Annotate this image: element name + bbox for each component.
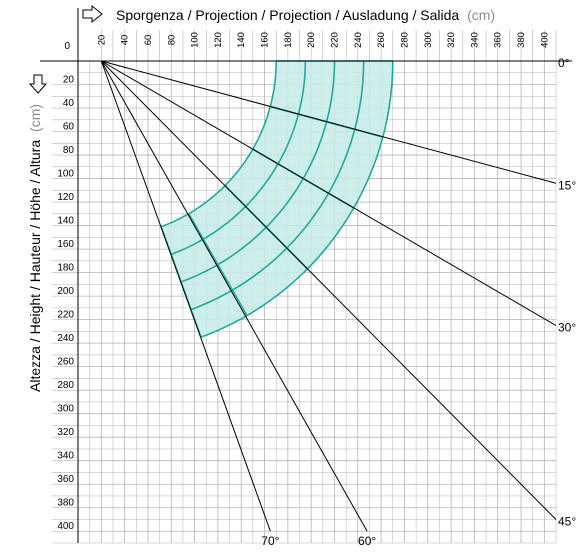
y-tick-label: 320 <box>57 427 74 438</box>
x-tick-label: 160 <box>260 32 271 48</box>
y-tick-label: 400 <box>57 521 74 532</box>
angle-line <box>101 60 557 184</box>
x-tick-label: 80 <box>166 35 177 46</box>
angle-label: 30° <box>558 321 576 335</box>
x-tick-label: 120 <box>213 32 224 48</box>
y-tick-label: 80 <box>63 145 75 156</box>
origin-label: 0 <box>64 41 70 52</box>
angle-line <box>100 60 557 520</box>
y-tick-label: 20 <box>63 75 75 86</box>
x-tick-label: 380 <box>516 32 527 48</box>
y-tick-label: 260 <box>57 357 74 368</box>
y-tick-label: 380 <box>57 498 74 509</box>
angle-line <box>101 60 557 326</box>
x-tick-label: 180 <box>283 32 294 48</box>
y-tick-label: 220 <box>57 310 74 321</box>
y-tick-label: 140 <box>57 216 74 227</box>
x-tick-label: 200 <box>306 32 317 48</box>
y-tick-label: 120 <box>57 192 74 203</box>
x-tick-label: 280 <box>399 32 410 48</box>
y-tick-label: 100 <box>57 169 74 180</box>
coverage-arc <box>180 60 336 283</box>
y-tick-label: 240 <box>57 333 74 344</box>
y-tick-label: 280 <box>57 380 74 391</box>
x-tick-label: 240 <box>353 32 364 48</box>
x-tick-label: 40 <box>120 35 131 46</box>
x-axis-title: Sporgenza / Projection / Projection / Au… <box>116 7 495 23</box>
y-tick-label: 60 <box>63 122 75 133</box>
x-axis-title-text: Sporgenza / Projection / Projection / Au… <box>116 7 459 23</box>
angle-line <box>100 60 368 532</box>
x-tick-label: 300 <box>423 32 434 48</box>
x-tick-labels: 20 40 60 80 100 120 140 160 180 200 220 240 260 280 30… <box>96 32 550 48</box>
y-tick-label: 200 <box>57 286 74 297</box>
x-tick-label: 320 <box>446 32 457 48</box>
y-tick-label: 40 <box>63 98 75 109</box>
angle-label: 15° <box>558 178 576 192</box>
x-tick-label: 220 <box>329 32 340 48</box>
axes <box>40 8 572 543</box>
y-tick-label: 340 <box>57 451 74 462</box>
x-tick-label: 260 <box>376 32 387 48</box>
y-axis-title: Altezza / Height / Hauteur / Höhe / Altu… <box>27 104 43 392</box>
x-tick-label: 100 <box>190 32 201 48</box>
x-tick-label: 360 <box>493 32 504 48</box>
x-tick-label: 340 <box>469 32 480 48</box>
y-tick-labels: 20 40 60 80 100 120 140 160 180 200 220 240 260 280 30… <box>57 75 74 533</box>
angle-label: 60° <box>358 534 376 548</box>
x-axis-arrow-icon <box>82 4 103 24</box>
y-tick-label: 160 <box>57 239 74 250</box>
x-axis-unit: (cm) <box>467 7 495 23</box>
angle-line <box>100 60 271 532</box>
angle-labels: 0° 15° 30° 45° 60° 70° <box>261 56 576 548</box>
y-axis-title-text: Altezza / Height / Hauteur / Höhe / Altu… <box>27 140 43 392</box>
x-tick-label: 60 <box>143 35 154 46</box>
angle-label: 0° <box>558 56 570 70</box>
x-tick-label: 140 <box>236 32 247 48</box>
y-tick-label: 360 <box>57 474 74 485</box>
y-tick-label: 300 <box>57 404 74 415</box>
x-tick-label: 400 <box>539 32 550 48</box>
x-tick-label: 20 <box>96 35 107 46</box>
coverage-arc <box>190 60 365 311</box>
y-tick-label: 180 <box>57 263 74 274</box>
y-axis-unit: (cm) <box>27 104 43 132</box>
angle-label: 45° <box>558 514 576 528</box>
coverage-divider <box>188 213 248 316</box>
coverage-arc <box>170 60 307 256</box>
coverage-arc <box>200 60 394 338</box>
y-axis-arrow-icon <box>28 74 48 94</box>
angle-label: 70° <box>261 534 279 548</box>
coverage-arc <box>160 60 277 228</box>
